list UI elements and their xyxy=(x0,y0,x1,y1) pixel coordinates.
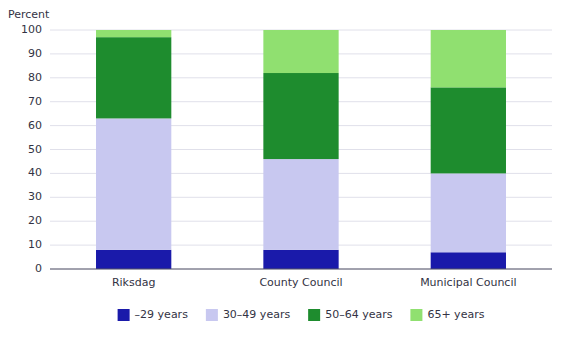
legend-swatch xyxy=(118,309,130,321)
bar-segment xyxy=(431,252,506,269)
legend-swatch xyxy=(308,309,320,321)
legend-label: 50–64 years xyxy=(325,308,393,321)
y-tick-label: 40 xyxy=(28,166,42,179)
page: {"chart_data": {"type": "bar", "stacked"… xyxy=(0,0,568,341)
y-tick-label: 70 xyxy=(28,95,42,108)
legend-label: –29 years xyxy=(135,308,189,321)
y-tick-label: 20 xyxy=(28,214,42,227)
legend-swatch xyxy=(410,309,422,321)
y-tick-label: 10 xyxy=(28,238,42,251)
legend-label: 30–49 years xyxy=(223,308,291,321)
grid-line xyxy=(50,269,552,270)
y-tick-label: 0 xyxy=(35,262,42,275)
legend-item: 30–49 years xyxy=(206,308,291,321)
grid xyxy=(50,30,552,269)
bar-segment xyxy=(263,250,338,269)
y-tick-label: 30 xyxy=(28,190,42,203)
y-tick-label: 80 xyxy=(28,71,42,84)
bar-segment xyxy=(263,159,338,250)
bar-segment xyxy=(431,30,506,87)
legend-label: 65+ years xyxy=(427,308,484,321)
bar-segment xyxy=(96,30,171,37)
bar-segment xyxy=(96,118,171,249)
bar-segment xyxy=(96,250,171,269)
y-axis-label: Percent xyxy=(8,8,50,21)
bar-segment xyxy=(263,73,338,159)
legend-item: 50–64 years xyxy=(308,308,393,321)
x-axis: Riksdag County Council Municipal Council xyxy=(50,269,552,289)
bar-segment xyxy=(263,30,338,73)
legend-item: –29 years xyxy=(118,308,189,321)
legend-item: 65+ years xyxy=(410,308,484,321)
y-tick-label: 100 xyxy=(21,23,42,36)
legend: –29 years 30–49 years 50–64 years 65+ years xyxy=(118,308,485,321)
bar-segment xyxy=(96,37,171,118)
legend-swatch xyxy=(206,309,218,321)
x-axis-line xyxy=(50,269,552,270)
x-tick-label: County Council xyxy=(259,276,342,289)
y-tick-label: 60 xyxy=(28,119,42,132)
x-tick-label: Municipal Council xyxy=(420,276,516,289)
bars xyxy=(96,30,506,269)
y-tick-label: 90 xyxy=(28,47,42,60)
bar-segment xyxy=(431,173,506,252)
y-tick-label: 50 xyxy=(28,143,42,156)
bar-segment xyxy=(431,87,506,173)
x-tick-label: Riksdag xyxy=(112,276,156,289)
chart-svg: 0 10 20 30 40 50 60 70 80 90 100 Percent Riksdag Coun… xyxy=(0,0,568,341)
y-axis: 0 10 20 30 40 50 60 70 80 90 100 xyxy=(21,23,42,275)
chart-container: 0 10 20 30 40 50 60 70 80 90 100 Percent Riksdag Coun… xyxy=(0,0,568,341)
